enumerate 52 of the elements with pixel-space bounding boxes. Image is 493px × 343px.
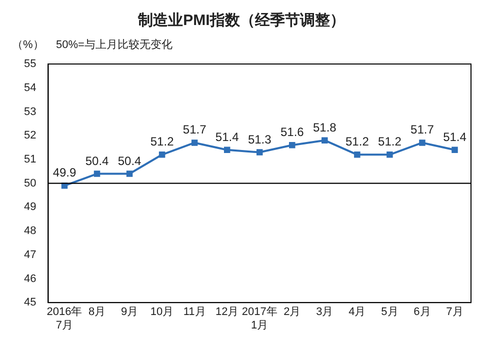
text: 50%=与上月比较无变化	[56, 38, 172, 51]
x-tick-label: 4月	[348, 306, 366, 318]
x-tick-label: 5月	[381, 306, 398, 318]
x-tick-label: 11月	[183, 306, 206, 318]
chart-title: 制造业PMI指数（经季节调整）	[137, 12, 345, 30]
data-label: 51.6	[280, 125, 304, 140]
y-tick-label: 53	[24, 106, 36, 118]
y-tick-label: 51	[24, 153, 36, 166]
point	[386, 152, 393, 158]
x-tick-label: 12月	[215, 306, 239, 318]
y-tick-label: 55	[24, 58, 36, 70]
point	[354, 152, 360, 158]
point	[419, 140, 426, 146]
point	[452, 146, 458, 154]
data-label: 51.7	[410, 122, 434, 137]
data-label: 51.7	[182, 122, 207, 137]
x-tick-label: 10月	[150, 306, 174, 318]
point	[94, 170, 100, 177]
y-tick-label: 45	[24, 296, 36, 309]
x-tick-label: 8月	[88, 306, 106, 318]
y-tick-label: 54	[24, 82, 36, 94]
y-tick-label: 52	[24, 130, 36, 142]
data-label: 50.4	[118, 154, 142, 168]
x-tick-label: 2016年 7月	[46, 306, 82, 332]
point	[191, 140, 198, 146]
data-label: 49.9	[52, 166, 76, 180]
x-tick-label: 6月	[414, 306, 431, 318]
y-tick-label: 49	[24, 201, 36, 214]
y-tick-label: 48	[24, 225, 36, 238]
data-label: 51.4	[443, 130, 467, 144]
point	[126, 170, 133, 177]
point	[322, 137, 328, 144]
data-label: 51.2	[346, 134, 370, 149]
data-label: 51.4	[215, 130, 240, 144]
y-tick-label: 47	[24, 248, 36, 261]
x-tick-label: 2月	[284, 306, 301, 318]
point	[158, 152, 166, 158]
y-tick-label: 46	[24, 272, 36, 285]
x-tick-label: 7月	[446, 306, 464, 318]
data-label: 51.2	[150, 134, 174, 149]
x-tick-label: 9月	[120, 306, 138, 318]
data-label: 51.3	[248, 132, 272, 146]
data-label: 51.2	[378, 134, 402, 149]
y-axis-title: （%）	[12, 39, 44, 51]
data-label: 50.4	[85, 154, 110, 168]
y-tick-label: 50	[24, 177, 36, 190]
point	[289, 142, 296, 148]
x-tick-label: 2017年 1月	[242, 306, 278, 332]
x-tick-label: 3月	[316, 306, 334, 318]
point	[224, 146, 230, 154]
data-label: 51.8	[312, 120, 337, 134]
point	[256, 149, 263, 156]
